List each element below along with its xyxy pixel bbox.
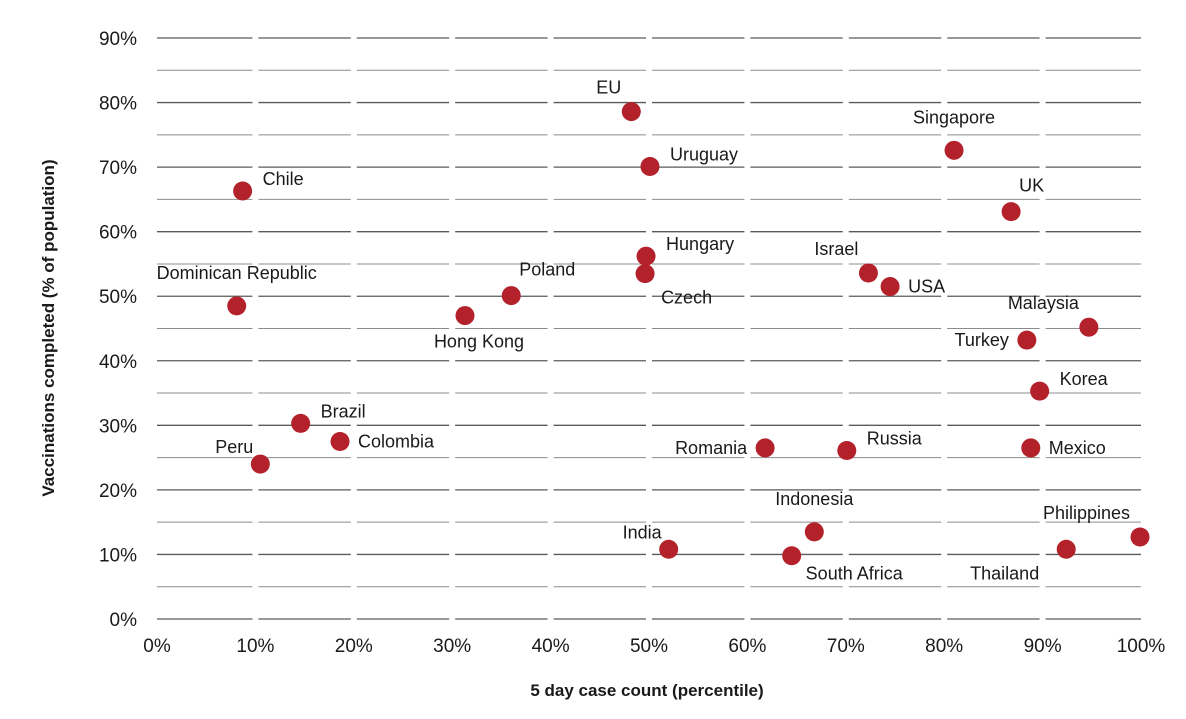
x-tick-label: 100% bbox=[1117, 636, 1166, 657]
x-tick-label: 70% bbox=[827, 636, 865, 657]
label-colombia: Colombia bbox=[358, 431, 435, 451]
point-russia bbox=[837, 441, 857, 461]
label-korea: Korea bbox=[1060, 369, 1109, 389]
label-israel: Israel bbox=[814, 239, 858, 259]
y-tick-label: 80% bbox=[99, 94, 137, 115]
label-indonesia: Indonesia bbox=[775, 489, 854, 509]
label-singapore: Singapore bbox=[913, 107, 995, 127]
point-thailand bbox=[1056, 539, 1076, 559]
label-turkey: Turkey bbox=[955, 330, 1009, 350]
x-tick-label: 0% bbox=[143, 636, 171, 657]
y-tick-label: 60% bbox=[99, 223, 137, 244]
label-thailand: Thailand bbox=[970, 563, 1039, 583]
x-tick-label: 80% bbox=[925, 636, 963, 657]
point-uruguay bbox=[640, 156, 660, 176]
gridlines bbox=[157, 37, 1141, 620]
x-tick-label: 10% bbox=[236, 636, 274, 657]
label-hungary: Hungary bbox=[666, 234, 734, 254]
y-axis-title: Vaccinations completed (% of population) bbox=[39, 159, 58, 496]
point-mexico bbox=[1021, 438, 1041, 458]
point-poland bbox=[501, 286, 521, 306]
x-axis-title: 5 day case count (percentile) bbox=[530, 681, 763, 700]
point-turkey bbox=[1017, 330, 1037, 350]
point-israel bbox=[858, 263, 878, 283]
label-poland: Poland bbox=[519, 260, 575, 280]
label-russia: Russia bbox=[867, 429, 923, 449]
point-colombia bbox=[330, 431, 350, 451]
point-chile bbox=[233, 181, 253, 201]
point-hong-kong bbox=[455, 306, 475, 326]
x-axis-ticks: 0% 10% 20% 30% 40% 50% 60% 70% 80% 90% 100% bbox=[143, 636, 1165, 657]
label-south-africa: South Africa bbox=[806, 564, 904, 584]
y-axis-ticks: 0% 10% 20% 30% 40% 50% 60% 70% 80% 90% bbox=[99, 29, 137, 631]
point-usa bbox=[880, 277, 900, 297]
point-uk bbox=[1001, 202, 1021, 222]
y-tick-label: 30% bbox=[99, 416, 137, 437]
point-romania bbox=[755, 438, 775, 458]
label-uk: UK bbox=[1019, 176, 1044, 196]
point-korea bbox=[1030, 381, 1050, 401]
y-tick-label: 70% bbox=[99, 158, 137, 179]
label-dominican-republic: Dominican Republic bbox=[157, 263, 317, 283]
label-mexico: Mexico bbox=[1049, 438, 1106, 458]
x-tick-label: 90% bbox=[1024, 636, 1062, 657]
x-tick-label: 20% bbox=[335, 636, 373, 657]
label-chile: Chile bbox=[263, 169, 304, 189]
label-peru: Peru bbox=[215, 437, 253, 457]
point-singapore bbox=[944, 140, 964, 160]
y-tick-label: 20% bbox=[99, 481, 137, 502]
label-brazil: Brazil bbox=[321, 401, 366, 421]
label-india: India bbox=[623, 522, 663, 542]
y-tick-label: 0% bbox=[110, 610, 138, 631]
point-eu bbox=[621, 102, 641, 122]
label-romania: Romania bbox=[675, 438, 748, 458]
x-tick-label: 40% bbox=[532, 636, 570, 657]
x-tick-label: 50% bbox=[630, 636, 668, 657]
x-tick-label: 30% bbox=[433, 636, 471, 657]
y-tick-label: 90% bbox=[99, 29, 137, 50]
point-hungary bbox=[636, 246, 656, 266]
label-czech: Czech bbox=[661, 288, 712, 308]
label-uruguay: Uruguay bbox=[670, 144, 738, 164]
label-philippines: Philippines bbox=[1043, 503, 1130, 523]
point-czech bbox=[635, 264, 655, 284]
y-tick-label: 10% bbox=[99, 545, 137, 566]
label-usa: USA bbox=[908, 277, 945, 297]
point-dominican-republic bbox=[227, 296, 247, 316]
label-eu: EU bbox=[596, 78, 621, 98]
point-peru bbox=[250, 454, 270, 474]
point-south-africa bbox=[782, 546, 802, 566]
point-brazil bbox=[291, 413, 311, 433]
point-philippines bbox=[1130, 527, 1150, 547]
y-tick-label: 50% bbox=[99, 287, 137, 308]
point-malaysia bbox=[1079, 317, 1099, 337]
point-indonesia bbox=[804, 522, 824, 542]
y-tick-label: 40% bbox=[99, 352, 137, 373]
point-india bbox=[659, 539, 679, 559]
label-hong-kong: Hong Kong bbox=[434, 332, 524, 352]
label-malaysia: Malaysia bbox=[1008, 293, 1080, 313]
x-tick-label: 60% bbox=[728, 636, 766, 657]
data-points: EU Singapore Uruguay Chile UK Hungary Israel Cz… bbox=[157, 78, 1150, 584]
